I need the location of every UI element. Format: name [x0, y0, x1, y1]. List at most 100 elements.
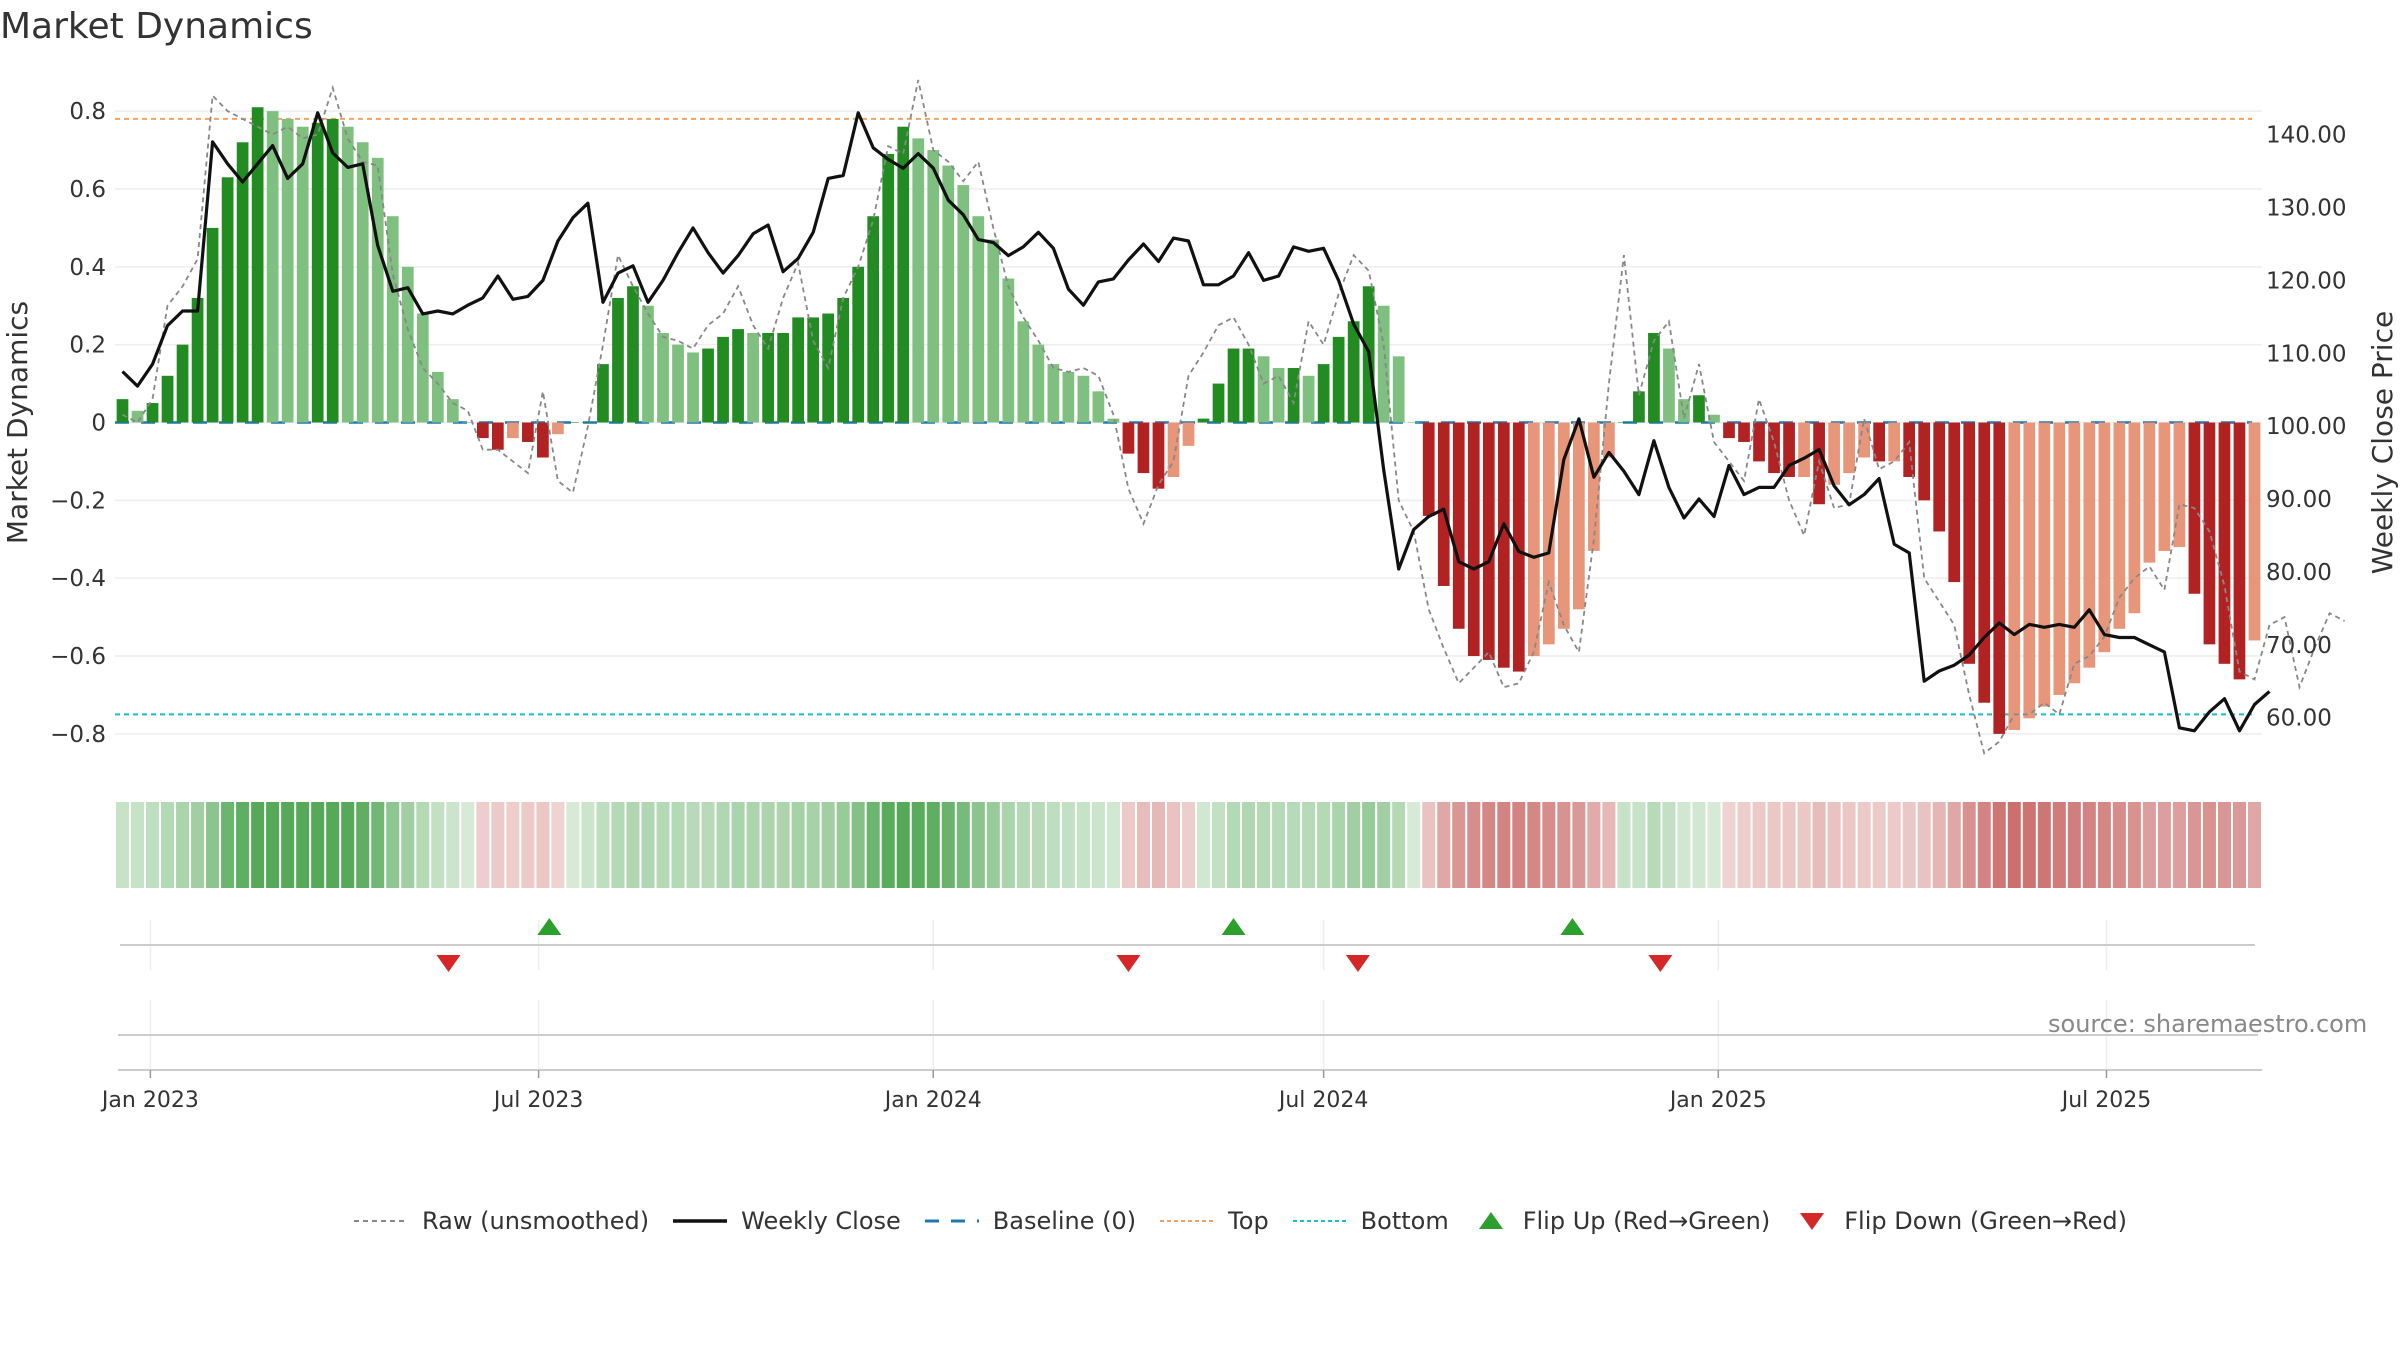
strength-cell	[611, 802, 625, 888]
strength-cell	[371, 802, 385, 888]
strength-cell	[1272, 802, 1286, 888]
strength-cell	[971, 802, 985, 888]
dynamics-bar	[1377, 305, 1390, 423]
strength-cell	[596, 802, 610, 888]
x-tick-label: Jan 2024	[883, 1088, 982, 1113]
strength-cell	[506, 802, 520, 888]
strength-cell	[2037, 802, 2051, 888]
strength-cell	[1632, 802, 1646, 888]
strength-cell	[251, 802, 265, 888]
dynamics-bars	[116, 107, 2261, 734]
dynamics-bar	[672, 344, 684, 423]
y-tick-label: −0.6	[50, 644, 106, 670]
strength-cell	[1151, 802, 1165, 888]
strength-cell	[1857, 802, 1871, 888]
y-tick-label: 0.4	[69, 255, 106, 281]
strength-cell	[701, 802, 715, 888]
flip-down-marker	[1345, 955, 1370, 972]
dynamics-bar	[867, 216, 880, 423]
dynamics-bar	[1137, 422, 1150, 474]
dynamics-bar	[927, 150, 940, 423]
dynamics-bar	[2233, 422, 2246, 680]
strength-cell	[671, 802, 685, 888]
dynamics-bar	[1437, 422, 1450, 586]
strength-cell	[1076, 802, 1090, 888]
dynamics-bar	[431, 371, 444, 423]
strength-cell	[1001, 802, 1015, 888]
strength-cell	[1902, 802, 1916, 888]
dynamics-bar	[1227, 348, 1240, 423]
dynamics-bar	[1978, 422, 1991, 703]
strength-cell	[1242, 802, 1256, 888]
x-tick-label: Jul 2025	[2060, 1088, 2152, 1113]
legend-label-raw: Raw (unsmoothed)	[422, 1207, 650, 1235]
y2-tick-label: 120.00	[2266, 268, 2346, 294]
strength-cell	[2007, 802, 2021, 888]
dynamics-bar	[1047, 364, 1060, 423]
strength-cell	[1106, 802, 1120, 888]
dynamics-bar	[1963, 422, 1976, 664]
legend-label-weekly-close: Weekly Close	[741, 1207, 901, 1235]
dynamics-bar	[131, 410, 144, 423]
dynamics-bar	[371, 157, 384, 423]
legend-item-raw: Raw (unsmoothed)	[352, 1207, 649, 1235]
dynamics-bar	[507, 422, 519, 439]
dynamics-bar	[1873, 422, 1885, 462]
dynamics-bar	[1648, 332, 1660, 423]
axis-labels: Market Dynamics Weekly Close Price	[1, 301, 2399, 574]
dynamics-bar	[221, 177, 234, 423]
dynamics-bar	[777, 332, 789, 423]
legend-label-bottom: Bottom	[1360, 1207, 1449, 1235]
dynamics-bar	[522, 422, 534, 442]
dynamics-bar	[1122, 422, 1135, 454]
dynamics-bar	[1332, 336, 1345, 423]
dynamics-bar	[1633, 391, 1645, 423]
strength-cell	[1587, 802, 1601, 888]
dynamics-bar	[1588, 422, 1600, 551]
strength-cell	[2127, 802, 2141, 888]
dynamics-bar	[912, 138, 925, 423]
strength-cell	[236, 802, 250, 888]
strength-cell	[1812, 802, 1826, 888]
dynamics-bar	[942, 165, 955, 423]
flip-down-marker	[436, 955, 461, 972]
dynamics-bar	[1783, 422, 1795, 477]
dynamics-bar	[1512, 422, 1525, 672]
dynamics-bar	[1678, 399, 1690, 423]
dynamics-bar	[852, 266, 865, 423]
strength-cell	[746, 802, 760, 888]
dynamics-bar	[1152, 422, 1165, 489]
strength-cell	[1061, 802, 1075, 888]
strength-cell	[476, 802, 490, 888]
strength-cell	[2022, 802, 2036, 888]
y-tick-label: −0.8	[50, 722, 106, 748]
strength-cell	[1452, 802, 1466, 888]
raw-series	[122, 79, 2346, 755]
strength-cell	[461, 802, 475, 888]
dynamics-bar	[2053, 422, 2066, 695]
dynamics-bar	[1167, 422, 1180, 477]
dynamics-bar	[461, 422, 474, 423]
legend: Raw (unsmoothed) Weekly Close Baseline (…	[352, 1203, 2149, 1239]
strength-cell	[1181, 802, 1196, 888]
strength-cell	[1977, 802, 1991, 888]
strength-cell	[1602, 802, 1616, 888]
strength-cell	[1887, 802, 1901, 888]
strength-cell	[1647, 802, 1661, 888]
dynamics-bar	[176, 344, 189, 423]
strength-cell	[386, 802, 400, 888]
strength-cell	[1737, 802, 1751, 888]
dynamics-bar	[747, 332, 759, 423]
dynamics-bar	[1708, 414, 1720, 423]
strength-cell	[656, 802, 670, 888]
dynamics-bar	[957, 185, 970, 423]
dynamics-bar	[1603, 422, 1615, 458]
dynamics-bar	[567, 422, 579, 423]
strength-cell	[2232, 802, 2246, 888]
x-tick-label: Jul 2024	[1277, 1088, 1369, 1113]
y2-tick-label: 100.00	[2266, 414, 2346, 440]
dynamics-bar	[627, 286, 639, 423]
timeline-panel	[118, 1000, 2262, 1071]
dynamics-bar	[1017, 321, 1030, 423]
dynamics-bar	[1918, 422, 1931, 501]
